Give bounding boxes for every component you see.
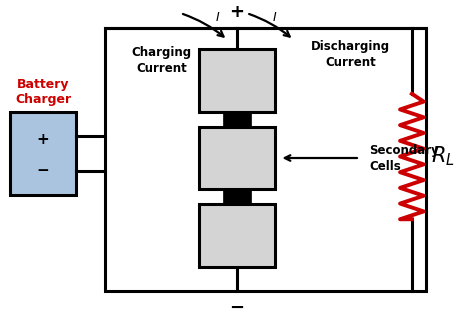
Bar — [199, 49, 275, 112]
Text: Discharging
Current: Discharging Current — [311, 40, 390, 69]
Text: Charging
Current: Charging Current — [131, 46, 191, 75]
Text: Secondary
Cells: Secondary Cells — [369, 144, 439, 173]
Bar — [223, 112, 251, 127]
Text: $\it{I}$: $\it{I}$ — [272, 11, 277, 24]
Bar — [105, 28, 426, 291]
Text: $\it{I}$: $\it{I}$ — [215, 11, 221, 24]
Text: +: + — [229, 3, 245, 20]
Text: +: + — [37, 132, 50, 147]
Text: −: − — [229, 299, 245, 316]
Text: $R_L$: $R_L$ — [431, 145, 455, 168]
Bar — [199, 204, 275, 267]
Text: Battery
Charger: Battery Charger — [15, 78, 71, 106]
Bar — [10, 112, 76, 195]
Text: −: − — [37, 163, 50, 178]
Bar — [223, 189, 251, 204]
Bar — [199, 127, 275, 189]
